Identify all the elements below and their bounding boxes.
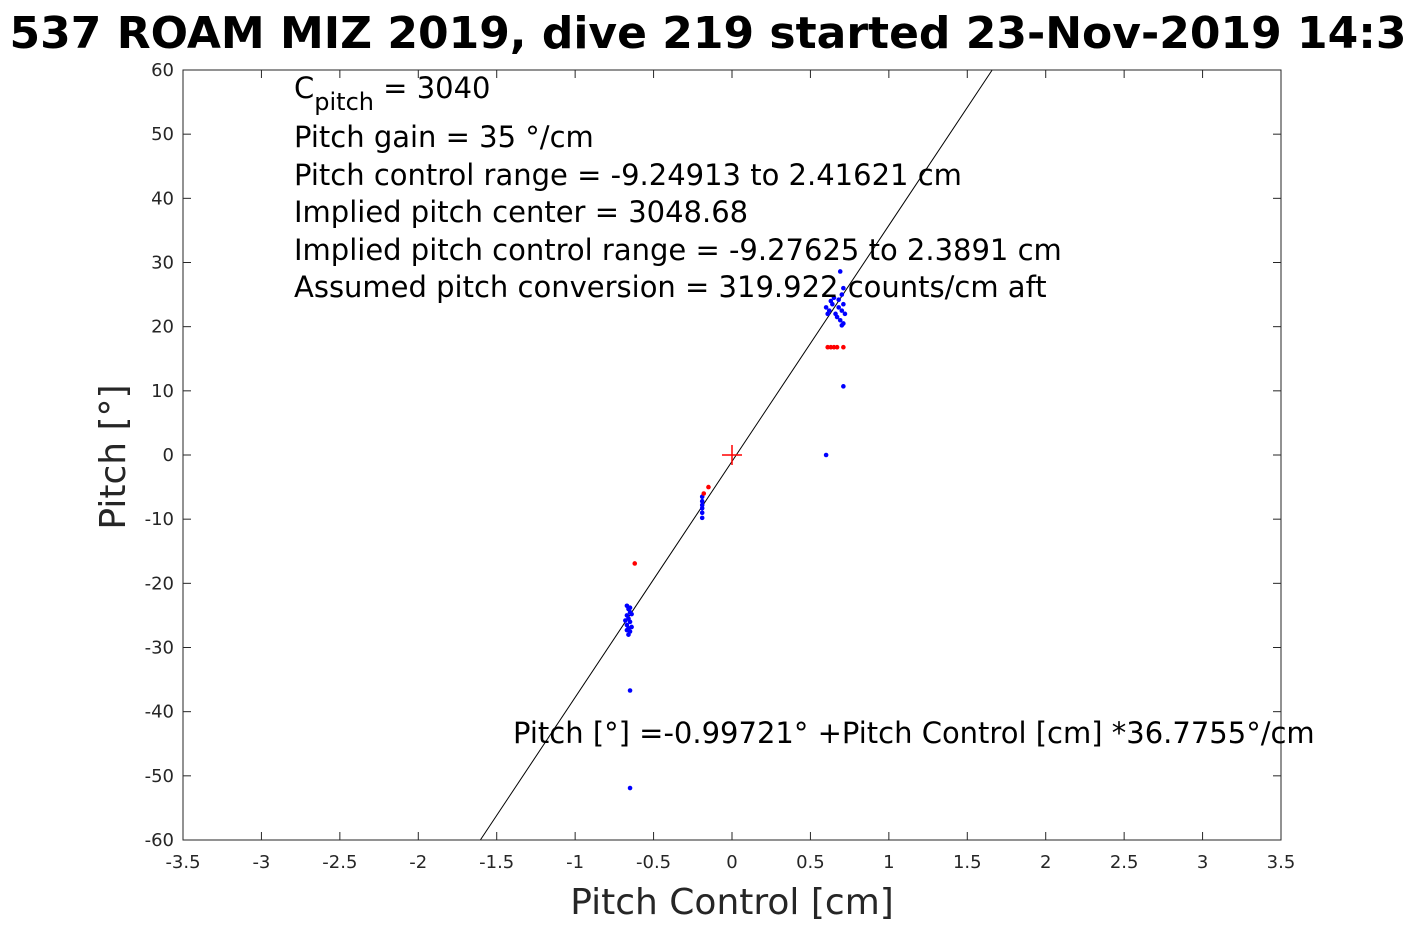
blue-data-point xyxy=(627,605,633,611)
blue-data-point xyxy=(699,515,705,521)
y-axis-label: Pitch [°] xyxy=(93,384,134,529)
annotation-c-pitch: Cpitch = 3040 xyxy=(294,71,491,116)
center-marker-group xyxy=(722,445,742,465)
blue-data-point xyxy=(623,618,628,623)
blue-data-point xyxy=(842,311,848,317)
annotation-implied-pitch-center: Implied pitch center = 3048.68 xyxy=(294,195,748,229)
x-tick-label: -2.5 xyxy=(322,852,357,873)
x-tick-label: -1 xyxy=(566,852,584,873)
blue-data-point xyxy=(823,452,829,458)
x-tick-label: 2.5 xyxy=(1110,852,1139,873)
blue-data-point xyxy=(699,502,705,508)
blue-data-point xyxy=(699,505,705,511)
red-data-point xyxy=(706,484,711,490)
x-tick-label: -1.5 xyxy=(479,852,514,873)
y-tick-label: 20 xyxy=(151,317,174,338)
c-pitch-subscript: pitch xyxy=(314,88,374,116)
y-tick-label: 30 xyxy=(151,253,174,274)
annotation-assumed-pitch-conversion: Assumed pitch conversion = 319.922 count… xyxy=(294,270,1047,304)
x-tick-label: -2 xyxy=(409,852,427,873)
blue-data-point xyxy=(627,688,633,693)
blue-data-point xyxy=(841,285,846,291)
x-tick-label: 0.5 xyxy=(796,852,825,873)
blue-data-point xyxy=(699,498,705,504)
blue-data-point xyxy=(837,269,843,274)
y-tick-label: -10 xyxy=(145,509,174,530)
red-data-point xyxy=(632,561,638,566)
x-tick-label: -3.5 xyxy=(165,852,200,873)
x-tick-label: 3 xyxy=(1197,852,1208,873)
red-data-point xyxy=(834,344,840,350)
red-data-point xyxy=(841,344,846,350)
x-tick-label: 3.5 xyxy=(1267,852,1296,873)
x-tick-label: 1.5 xyxy=(953,852,982,873)
blue-data-point xyxy=(825,311,830,317)
x-tick-label: 0 xyxy=(726,852,737,873)
blue-data-point xyxy=(823,305,829,310)
x-tick-label: 2 xyxy=(1040,852,1051,873)
blue-data-point xyxy=(836,305,841,310)
blue-data-point xyxy=(836,297,841,303)
x-tick-labels: -3.5 -3 -2.5 -2 -1.5 -1 -0.5 0 0.5 1 1.5 2 2.5 3 3.5 xyxy=(165,852,1295,873)
x-tick-label: -0.5 xyxy=(636,852,671,873)
blue-data-point xyxy=(841,301,846,307)
y-tick-label: -40 xyxy=(145,702,174,723)
c-pitch-value: = 3040 xyxy=(374,71,491,105)
y-tick-label: -60 xyxy=(145,830,174,851)
blue-data-point xyxy=(624,627,630,633)
blue-data-point xyxy=(629,624,634,630)
annotation-pitch-control-range: Pitch control range = -9.24913 to 2.4162… xyxy=(294,158,962,192)
blue-data-point xyxy=(841,384,846,389)
blue-data-point xyxy=(834,314,840,320)
blue-data-point xyxy=(828,298,834,304)
y-tick-label: 10 xyxy=(151,381,174,402)
annotation-pitch-gain: Pitch gain = 35 °/cm xyxy=(294,120,594,154)
x-axis-label: Pitch Control [cm] xyxy=(570,882,894,923)
y-tick-labels: 60 50 40 30 20 10 0 -10 -20 -30 -40 -50 -60 xyxy=(145,60,174,851)
x-tick-label: 1 xyxy=(883,852,894,873)
y-tick-label: 50 xyxy=(151,124,174,145)
blue-data-point xyxy=(627,785,633,791)
blue-data-point xyxy=(831,295,837,301)
blue-data-point xyxy=(626,632,631,637)
blue-data-point xyxy=(699,510,705,516)
axes-frame xyxy=(182,69,1282,841)
y-tick-label: 60 xyxy=(151,60,174,81)
y-tick-label: -30 xyxy=(145,638,174,659)
c-pitch-main: C xyxy=(294,71,314,105)
y-tick-label: 0 xyxy=(163,445,174,466)
y-tick-label: -20 xyxy=(145,573,174,594)
red-data-point xyxy=(701,491,707,496)
data-points xyxy=(623,269,848,791)
annotation-fit-equation: Pitch [°] =-0.99721° +Pitch Control [cm]… xyxy=(513,716,1315,750)
blue-data-point xyxy=(839,323,845,328)
blue-data-point xyxy=(837,317,843,323)
chart-title: 537 ROAM MIZ 2019, dive 219 started 23-N… xyxy=(10,8,1407,59)
plot-border xyxy=(182,69,1282,841)
blue-data-point xyxy=(839,292,845,297)
blue-data-point xyxy=(629,611,634,617)
y-tick-label: 40 xyxy=(151,188,174,209)
blue-data-point xyxy=(627,619,633,625)
annotation-implied-pitch-control-range: Implied pitch control range = -9.27625 t… xyxy=(294,233,1062,267)
y-tick-label: -50 xyxy=(145,766,174,787)
x-tick-label: -3 xyxy=(252,852,270,873)
blue-data-point xyxy=(839,308,845,313)
